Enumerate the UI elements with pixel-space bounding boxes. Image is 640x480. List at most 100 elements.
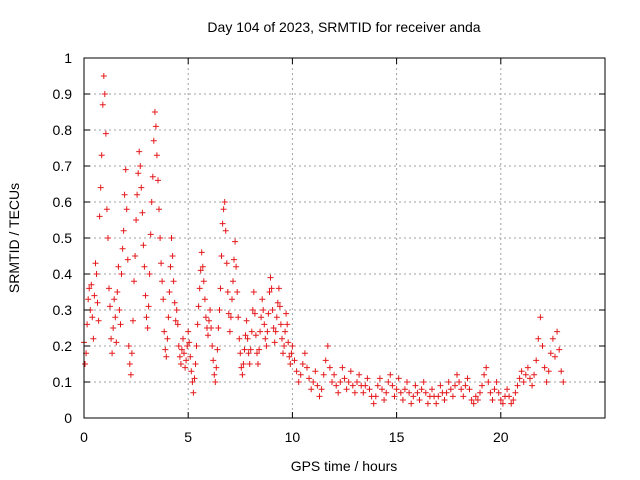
data-point: [552, 353, 558, 360]
data-point: [520, 379, 527, 385]
data-point: [351, 389, 358, 396]
data-point: [462, 382, 469, 389]
data-point: [556, 346, 563, 353]
data-point: [108, 335, 115, 342]
data-point: [137, 163, 144, 169]
data-point: [246, 361, 253, 367]
data-point: [223, 260, 230, 267]
data-point: [545, 368, 552, 375]
data-point: [269, 307, 276, 313]
data-point: [335, 389, 342, 396]
data-point: [537, 314, 544, 321]
data-point: [125, 343, 132, 349]
data-point: [472, 393, 479, 400]
data-point: [271, 339, 278, 346]
data-point: [514, 382, 521, 389]
data-point: [261, 321, 268, 328]
data-point: [173, 307, 180, 313]
data-point: [504, 386, 511, 393]
data-point: [101, 91, 108, 97]
data-point: [226, 328, 233, 335]
data-point: [376, 375, 383, 382]
data-point: [172, 317, 179, 324]
data-point: [168, 235, 175, 241]
data-point: [410, 393, 417, 400]
data-point: [299, 361, 306, 367]
data-point: [187, 353, 194, 360]
data-point: [399, 397, 406, 403]
data-point: [522, 371, 529, 378]
data-point: [242, 332, 249, 339]
data-point: [97, 184, 104, 191]
data-point: [182, 364, 189, 371]
data-point: [312, 368, 319, 375]
x-tick-label: 0: [80, 429, 88, 445]
data-point: [282, 328, 289, 335]
data-point: [162, 346, 169, 353]
data-point: [171, 299, 178, 306]
data-point: [435, 393, 442, 400]
data-point: [263, 343, 270, 349]
y-tick-label: 0.2: [53, 338, 73, 354]
data-point: [447, 386, 454, 393]
data-point: [529, 382, 536, 389]
data-point: [270, 325, 277, 331]
data-point: [241, 346, 248, 353]
data-point: [164, 335, 171, 342]
data-point: [148, 199, 155, 205]
data-point: [133, 217, 140, 223]
data-point: [280, 350, 286, 357]
data-point: [130, 317, 136, 324]
data-point: [483, 364, 490, 371]
data-point: [329, 379, 335, 385]
data-point: [107, 303, 113, 310]
data-point: [508, 400, 515, 407]
data-point: [308, 386, 315, 393]
data-point: [412, 382, 419, 389]
data-point: [243, 317, 250, 324]
data-point: [239, 371, 246, 378]
data-point: [95, 317, 102, 324]
data-point: [189, 379, 196, 385]
data-point: [489, 397, 496, 403]
data-point: [264, 328, 271, 335]
data-point: [224, 289, 231, 295]
data-point: [99, 101, 106, 108]
data-point: [250, 289, 257, 295]
data-point: [131, 278, 137, 285]
data-point: [487, 389, 494, 396]
data-point: [345, 379, 352, 385]
data-point: [254, 350, 260, 357]
data-point: [385, 379, 392, 385]
x-tick-label: 15: [389, 429, 405, 445]
data-point: [230, 278, 236, 285]
data-point: [337, 379, 344, 385]
data-point: [156, 206, 162, 213]
data-point: [169, 253, 176, 259]
data-point: [150, 137, 157, 144]
data-point: [258, 314, 265, 321]
data-point: [418, 386, 425, 393]
data-point: [166, 289, 173, 295]
data-point: [260, 307, 267, 313]
data-point: [89, 314, 96, 321]
y-tick-label: 0: [64, 410, 72, 426]
data-point: [222, 227, 229, 234]
data-point: [177, 361, 184, 367]
x-tick-label: 5: [184, 429, 192, 445]
data-point: [205, 332, 211, 339]
data-point: [237, 350, 244, 357]
data-point: [207, 307, 214, 313]
y-tick-label: 0.4: [53, 266, 73, 282]
data-point: [443, 389, 450, 396]
data-point: [304, 364, 310, 371]
data-point: [114, 289, 121, 295]
data-point: [124, 256, 131, 263]
data-points: [81, 73, 567, 407]
data-point: [510, 397, 517, 403]
data-point: [155, 177, 161, 184]
data-point: [331, 371, 338, 378]
data-point: [197, 267, 204, 274]
data-point: [128, 350, 135, 357]
